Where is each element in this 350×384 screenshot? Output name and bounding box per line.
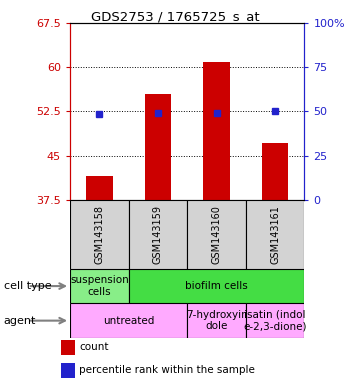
Bar [70,303,187,338]
Text: GSM143159: GSM143159 [153,205,163,264]
Text: cell type: cell type [4,281,51,291]
Bar [187,303,246,338]
Bar [145,94,171,200]
Bar [61,340,75,355]
Text: untreated: untreated [103,316,154,326]
Bar [70,200,129,269]
Text: biofilm cells: biofilm cells [185,281,248,291]
Bar [61,363,75,378]
Text: GDS2753 / 1765725_s_at: GDS2753 / 1765725_s_at [91,10,259,23]
Text: GSM143161: GSM143161 [270,205,280,264]
Bar [262,142,288,200]
Text: percentile rank within the sample: percentile rank within the sample [79,365,256,375]
Text: suspension
cells: suspension cells [70,275,129,297]
Bar [129,269,304,303]
Bar [70,269,129,303]
Text: GSM143160: GSM143160 [211,205,222,264]
Bar [203,63,230,200]
Bar [129,200,187,269]
Text: GSM143158: GSM143158 [94,205,104,264]
Bar [86,176,112,200]
Text: isatin (indol
e-2,3-dione): isatin (indol e-2,3-dione) [244,310,307,331]
Text: count: count [79,342,109,352]
Bar [246,200,304,269]
Bar [246,303,304,338]
Text: 7-hydroxyin
dole: 7-hydroxyin dole [186,310,247,331]
Bar [187,200,246,269]
Text: agent: agent [4,316,36,326]
